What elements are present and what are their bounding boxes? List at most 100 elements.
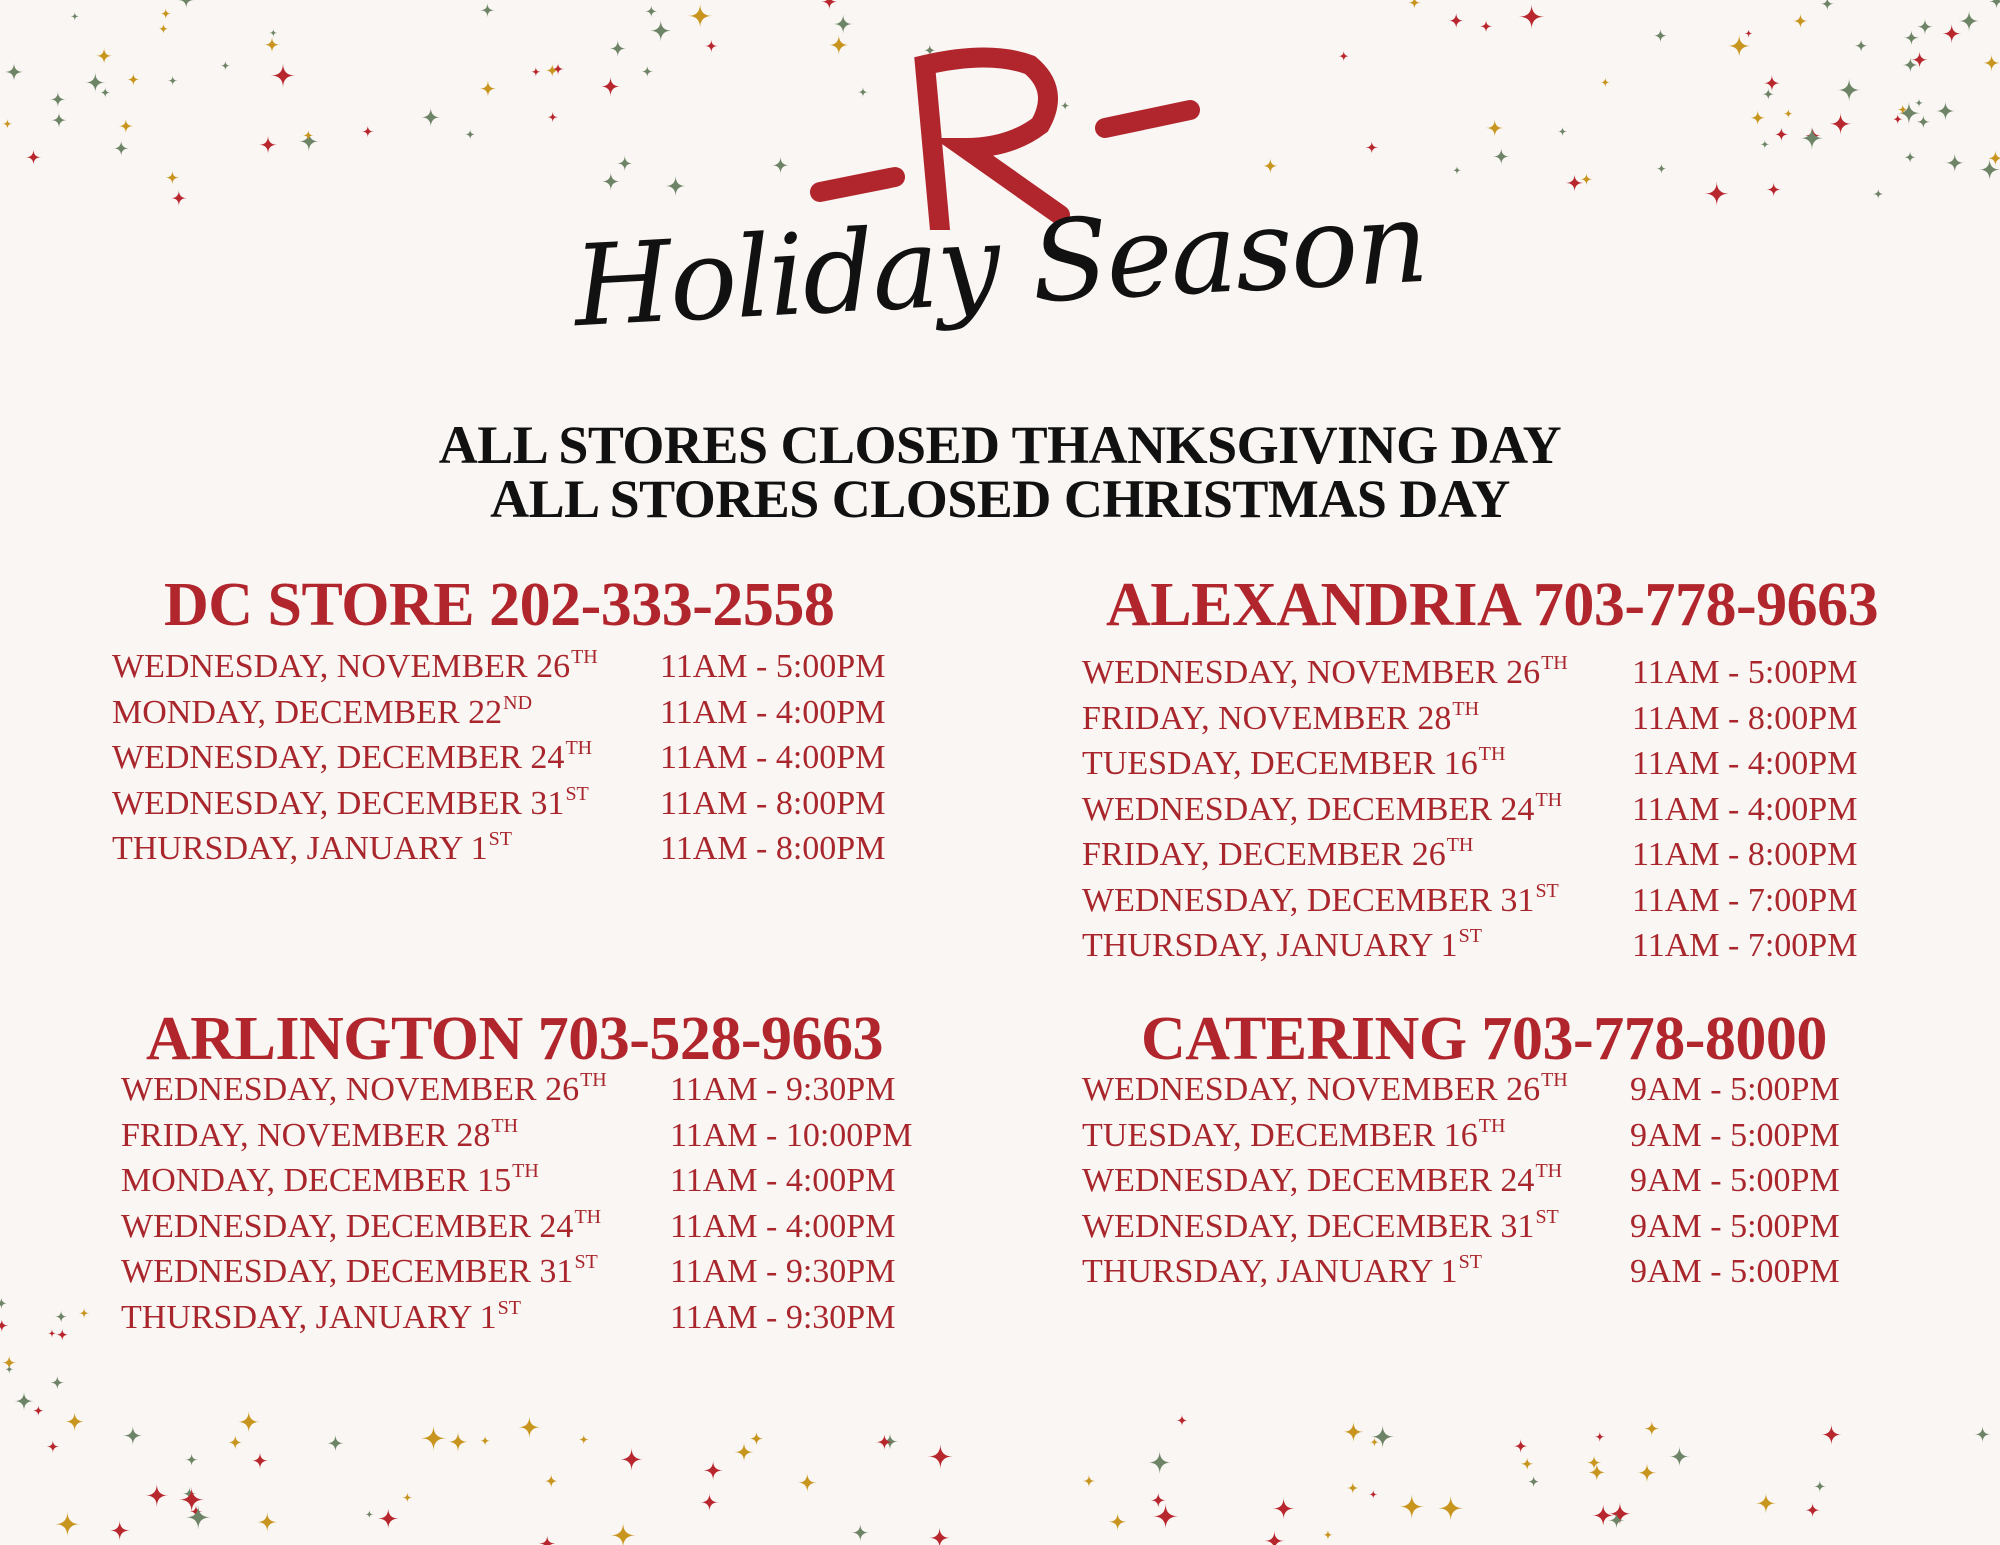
schedule-hours: 11AM - 9:30PM [670, 1071, 896, 1108]
schedule-hours: 11AM - 8:00PM [1632, 699, 1858, 737]
star-icon [1669, 1446, 1690, 1467]
catering-heading: CATERING 703-778-8000 [1141, 1005, 1827, 1073]
star-icon [237, 1410, 260, 1434]
date-text: WEDNESDAY, NOVEMBER 26 [1082, 1071, 1541, 1108]
star-icon [365, 1510, 374, 1519]
star-icon [4, 1365, 14, 1374]
star-icon [165, 170, 180, 185]
date-text: MONDAY, DECEMBER 15 [121, 1162, 512, 1199]
date-text: WEDNESDAY, NOVEMBER 26 [121, 1071, 580, 1108]
star-icon [182, 1486, 197, 1501]
ordinal-suffix: TH [571, 646, 598, 668]
star-icon [1513, 1438, 1528, 1454]
schedule-hours: 11AM - 8:00PM [1632, 836, 1858, 873]
ordinal-suffix: TH [1541, 652, 1568, 674]
date-text: WEDNESDAY, DECEMBER 31 [121, 1253, 574, 1290]
star-icon [1914, 98, 1924, 108]
schedule-hours: 11AM - 8:00PM [660, 830, 886, 867]
ordinal-suffix: ST [488, 828, 513, 850]
star-icon [160, 7, 172, 20]
star-icon [1941, 23, 1962, 44]
star-icon [189, 1504, 203, 1518]
schedule-date: THURSDAY, JANUARY 1ST [121, 1296, 522, 1337]
star-icon [145, 1483, 169, 1507]
star-icon [1813, 1480, 1827, 1493]
star-icon [1399, 1494, 1425, 1520]
ordinal-suffix: TH [1446, 834, 1474, 856]
star-icon [118, 118, 134, 134]
star-icon [302, 129, 314, 141]
schedule-row: WEDNESDAY, DECEMBER 24TH 11AM - 4:00PM [112, 737, 932, 785]
schedule-row: WEDNESDAY, NOVEMBER 26TH 11AM - 5:00PM [112, 646, 932, 694]
star-icon [479, 80, 497, 98]
star-icon [1958, 10, 1980, 32]
ordinal-suffix: TH [565, 737, 593, 759]
star-icon [1762, 88, 1775, 101]
ordinal-suffix: TH [1535, 788, 1563, 811]
ordinal-suffix: ST [1458, 1251, 1483, 1273]
ordinal-suffix: TH [1478, 743, 1506, 765]
schedule-date: WEDNESDAY, DECEMBER 31ST [121, 1251, 598, 1291]
alexandria-heading: ALEXANDRIA 703-778-9663 [1106, 571, 1879, 639]
star-icon [700, 1493, 719, 1512]
schedule-date: FRIDAY, DECEMBER 26TH [1082, 834, 1474, 874]
schedule-hours: 9AM - 5:00PM [1630, 1207, 1840, 1245]
thanksgiving-notice: ALL STORES CLOSED THANKSGIVING DAY [438, 415, 1562, 475]
star-icon [1755, 1492, 1777, 1514]
arlington-hours: WEDNESDAY, NOVEMBER 26TH 11AM - 9:30PM FRI… [121, 1069, 941, 1344]
star-icon [1175, 1414, 1189, 1427]
star-icon [851, 1523, 870, 1542]
star-icon [1586, 1455, 1602, 1471]
schedule-hours: 11AM - 9:30PM [670, 1298, 896, 1336]
star-icon [749, 1431, 764, 1446]
star-icon [177, 0, 195, 9]
schedule-date: TUESDAY, DECEMBER 16TH [1082, 1114, 1506, 1155]
star-icon [1518, 4, 1545, 30]
star-icon [1974, 1426, 1991, 1443]
star-icon [578, 1434, 590, 1445]
ordinal-suffix: ST [497, 1296, 522, 1319]
star-icon [641, 65, 654, 78]
schedule-date: THURSDAY, JANUARY 1ST [1082, 925, 1482, 965]
schedule-hours: 11AM - 7:00PM [1632, 881, 1858, 919]
star-icon [734, 1442, 754, 1462]
star-icon [703, 1460, 724, 1481]
schedule-hours: 11AM - 4:00PM [670, 1162, 896, 1199]
star-icon [610, 1522, 636, 1545]
star-icon [227, 1434, 243, 1450]
star-icon [1520, 1457, 1534, 1471]
star-icon [113, 140, 130, 157]
star-icon [1897, 101, 1921, 125]
star-icon [1557, 126, 1568, 137]
date-text: THURSDAY, JANUARY 1 [121, 1298, 497, 1336]
star-icon [1653, 28, 1668, 43]
schedule-row: WEDNESDAY, DECEMBER 31ST 11AM - 7:00PM [1082, 880, 1902, 928]
date-text: TUESDAY, DECEMBER 16 [1082, 745, 1478, 782]
star-icon [1897, 104, 1909, 115]
star-icon [1323, 1530, 1333, 1540]
schedule-hours: 11AM - 5:00PM [1632, 654, 1858, 691]
star-icon [1594, 1431, 1605, 1442]
star-icon [1783, 108, 1794, 119]
schedule-row: FRIDAY, NOVEMBER 28TH 11AM - 8:00PM [1082, 698, 1902, 746]
star-icon [54, 1511, 81, 1537]
star-icon [1370, 1424, 1395, 1449]
christmas-notice: ALL STORES CLOSED CHRISTMAS DAY [490, 469, 1510, 529]
star-icon [1485, 119, 1504, 138]
logo-left-dash [810, 167, 905, 202]
schedule-hours: 11AM - 4:00PM [670, 1207, 896, 1245]
schedule-row: THURSDAY, JANUARY 1ST 11AM - 8:00PM [112, 828, 932, 876]
r-logo [810, 47, 1200, 230]
schedule-date: WEDNESDAY, DECEMBER 31ST [1082, 1206, 1559, 1246]
star-icon [1264, 1530, 1285, 1545]
schedule-date: WEDNESDAY, NOVEMBER 26TH [1082, 652, 1568, 692]
star-icon [2, 119, 13, 129]
star-icon [185, 1505, 211, 1530]
star-icon [797, 1472, 817, 1493]
star-icon [126, 72, 140, 87]
logo-right-dash [1095, 100, 1200, 138]
star-icon [270, 63, 296, 88]
star-icon [1829, 112, 1852, 135]
star-icon [298, 131, 320, 152]
ordinal-suffix: TH [1478, 1114, 1506, 1137]
